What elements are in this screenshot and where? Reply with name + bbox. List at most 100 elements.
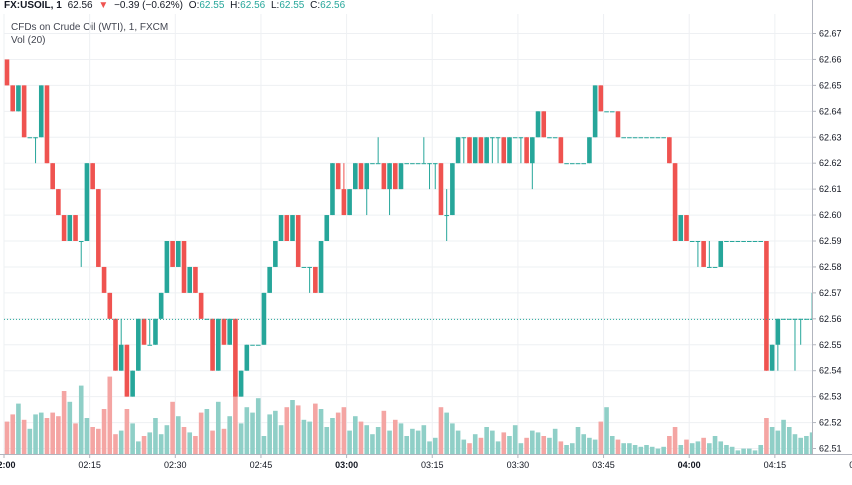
candle[interactable]	[804, 318, 809, 320]
candle[interactable]	[392, 163, 398, 190]
candle[interactable]	[735, 241, 741, 242]
candle[interactable]	[581, 163, 587, 165]
candle[interactable]	[181, 241, 187, 293]
candle[interactable]	[438, 163, 444, 216]
candle[interactable]	[450, 163, 455, 216]
candle[interactable]	[341, 163, 347, 216]
candle[interactable]	[198, 292, 204, 319]
candle[interactable]	[193, 266, 198, 293]
candle[interactable]	[781, 318, 786, 320]
candle[interactable]	[313, 266, 318, 293]
candle[interactable]	[67, 215, 73, 241]
candle[interactable]	[204, 318, 210, 320]
candle[interactable]	[153, 318, 158, 345]
candle[interactable]	[84, 163, 90, 241]
candle[interactable]	[176, 241, 181, 267]
candle[interactable]	[547, 137, 552, 139]
candle[interactable]	[701, 241, 706, 267]
candle[interactable]	[353, 163, 358, 190]
candle[interactable]	[10, 85, 16, 112]
candle[interactable]	[712, 266, 718, 268]
candle[interactable]	[484, 137, 489, 164]
candle[interactable]	[638, 137, 644, 139]
candle[interactable]	[33, 137, 38, 164]
candle[interactable]	[96, 189, 101, 267]
candle[interactable]	[124, 344, 130, 397]
candle[interactable]	[786, 318, 792, 320]
candle[interactable]	[649, 137, 655, 139]
candle[interactable]	[535, 111, 541, 138]
candle[interactable]	[729, 241, 735, 242]
candle[interactable]	[324, 215, 330, 241]
candle[interactable]	[255, 344, 261, 346]
candle[interactable]	[775, 318, 781, 371]
candle[interactable]	[56, 189, 61, 216]
candle[interactable]	[16, 85, 21, 112]
candle[interactable]	[307, 266, 312, 293]
candle[interactable]	[455, 137, 461, 164]
candle[interactable]	[741, 241, 746, 242]
candle[interactable]	[375, 137, 381, 165]
candle[interactable]	[678, 215, 684, 241]
candle[interactable]	[615, 111, 621, 138]
candle[interactable]	[113, 318, 118, 371]
candle[interactable]	[507, 137, 512, 164]
price-axis[interactable]: 62.67 62.66 62.65 62.64 62.63 62.62 62.61 62.60…	[812, 0, 852, 485]
candle[interactable]	[215, 318, 221, 371]
candle[interactable]	[769, 344, 775, 371]
candle[interactable]	[187, 266, 193, 293]
candle[interactable]	[158, 292, 164, 319]
candle[interactable]	[472, 137, 478, 164]
candle[interactable]	[552, 137, 558, 139]
candle[interactable]	[661, 137, 666, 139]
candle[interactable]	[398, 163, 404, 190]
candle[interactable]	[558, 137, 564, 164]
candle[interactable]	[221, 318, 227, 345]
candle[interactable]	[524, 137, 529, 164]
candle[interactable]	[4, 59, 10, 86]
candle[interactable]	[90, 163, 95, 190]
candle[interactable]	[318, 241, 324, 293]
candle[interactable]	[792, 318, 798, 371]
candle[interactable]	[267, 266, 272, 293]
candle[interactable]	[107, 292, 113, 319]
candle[interactable]	[627, 137, 632, 139]
candle[interactable]	[410, 163, 415, 165]
candle[interactable]	[330, 163, 335, 216]
candle[interactable]	[655, 137, 661, 139]
candle[interactable]	[707, 241, 712, 268]
candle[interactable]	[604, 111, 609, 113]
candle[interactable]	[295, 215, 301, 267]
candle[interactable]	[358, 163, 364, 190]
candle[interactable]	[752, 241, 758, 242]
candle[interactable]	[575, 163, 581, 165]
candle[interactable]	[335, 163, 341, 190]
candle[interactable]	[370, 163, 375, 165]
candle[interactable]	[444, 189, 449, 241]
candle[interactable]	[261, 292, 267, 345]
candle[interactable]	[278, 215, 284, 241]
candle[interactable]	[61, 215, 67, 241]
candle[interactable]	[518, 137, 524, 164]
candle[interactable]	[44, 85, 50, 164]
volume-indicator-label[interactable]: Vol (20)	[11, 35, 46, 46]
candle[interactable]	[684, 215, 689, 241]
candle[interactable]	[632, 137, 638, 139]
candle[interactable]	[78, 241, 84, 267]
candle[interactable]	[147, 318, 153, 346]
candle[interactable]	[136, 318, 141, 371]
candle[interactable]	[747, 241, 752, 242]
candle[interactable]	[421, 137, 427, 165]
candle[interactable]	[512, 137, 518, 139]
candle[interactable]	[27, 137, 33, 139]
candle[interactable]	[364, 163, 370, 216]
candle[interactable]	[130, 370, 135, 397]
candle[interactable]	[244, 344, 250, 371]
candle[interactable]	[238, 370, 244, 397]
candle[interactable]	[798, 318, 803, 345]
candle[interactable]	[695, 241, 701, 267]
candle[interactable]	[387, 163, 392, 216]
candle[interactable]	[284, 215, 290, 241]
candle[interactable]	[672, 163, 678, 241]
candle[interactable]	[273, 241, 278, 267]
